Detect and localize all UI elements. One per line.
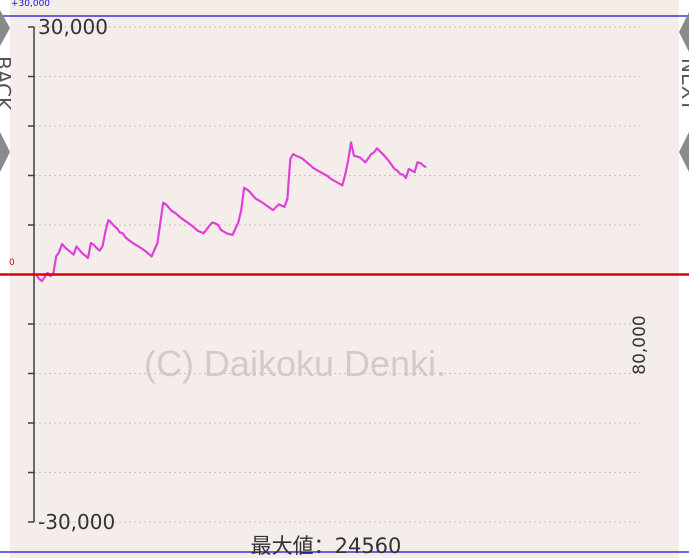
side-value-label: 80,000: [630, 315, 650, 374]
y-tick-label: 30,000: [38, 15, 108, 39]
series-line: [35, 141, 427, 283]
grid-lines: [34, 26, 640, 523]
back-arrow-top-icon: [0, 10, 10, 46]
nav-next-tab[interactable]: NEXT: [677, 12, 689, 172]
watermark: (C) Daikoku Denki.: [144, 343, 446, 384]
y-tick-labels: -30,000 30,000: [38, 15, 115, 534]
top-marker-label: +30,000: [11, 0, 50, 9]
nav-back-tab[interactable]: BACK: [0, 10, 15, 172]
back-arrow-bottom-icon: [0, 132, 10, 172]
plot-background: [10, 0, 679, 558]
next-arrow-bottom-icon: [679, 132, 689, 172]
max-value-label: 最大値：24560: [251, 534, 402, 558]
zero-marker-label: 0: [9, 258, 15, 268]
back-label: BACK: [0, 56, 15, 111]
next-arrow-top-icon: [679, 12, 689, 52]
next-label: NEXT: [677, 58, 689, 112]
y-tick-label: -30,000: [38, 510, 115, 534]
